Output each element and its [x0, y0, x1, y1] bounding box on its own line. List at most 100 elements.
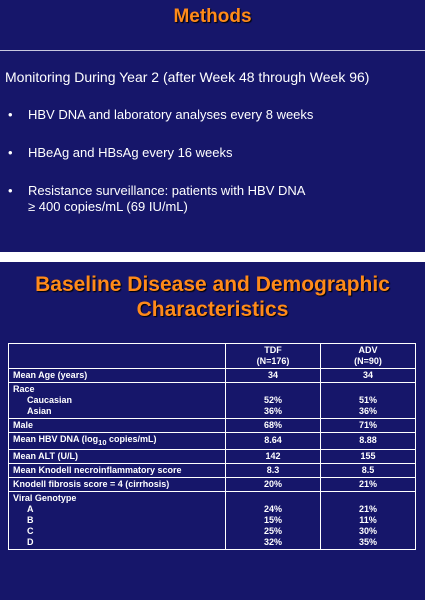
header-line: (N=176) — [256, 356, 290, 366]
label-line: Mean Knodell necroinflammatory score — [13, 464, 182, 475]
row-label: Male — [8, 418, 226, 433]
label-part: copies/mL) — [106, 434, 157, 444]
table-row: Male 68% 71% — [8, 418, 416, 433]
value-cell: 8.88 — [320, 432, 416, 450]
value: 21% — [358, 478, 377, 489]
row-label: Viral Genotype A B C D — [8, 490, 226, 550]
table-row: Mean ALT (U/L) 142 155 — [8, 448, 416, 464]
bullet: Resistance surveillance: patients with H… — [0, 183, 425, 215]
value-cell: 20% — [225, 476, 321, 492]
header-cell: TDF (N=176) — [225, 343, 321, 369]
table-row: Mean Knodell necroinflammatory score 8.3 8… — [8, 462, 416, 478]
title-line: Baseline Disease and Demographic — [35, 273, 390, 296]
label-line: Male — [13, 420, 34, 430]
header-cell: ADV (N=90) — [320, 343, 416, 369]
value: 36% — [263, 406, 282, 416]
label-line: Viral Genotype — [13, 492, 77, 503]
value-cell: 52% 36% — [225, 382, 321, 419]
bullet: HBeAg and HBsAg every 16 weeks — [0, 145, 425, 161]
value: 52% — [263, 395, 282, 405]
header-cell — [8, 343, 226, 369]
label-line: B — [27, 514, 34, 525]
value-cell: 8.64 — [225, 432, 321, 450]
value: 142 — [265, 450, 281, 461]
intro: Monitoring During Year 2 (after Week 48 … — [5, 69, 370, 85]
label-line: Mean HBV DNA (log10 copies/mL) — [13, 434, 221, 448]
value-cell: 71% — [320, 418, 416, 433]
spacer — [230, 384, 316, 395]
spacer — [325, 493, 411, 504]
value-cell: 34 — [320, 368, 416, 383]
value: 8.64 — [264, 435, 282, 446]
header-line: ADV — [358, 345, 378, 355]
value: 24% — [263, 503, 282, 514]
bullet-line: ≥ 400 copies/mL (69 IU/mL) — [28, 199, 188, 214]
value: 71% — [358, 420, 377, 430]
value: 25% — [263, 525, 282, 536]
value: 8.88 — [359, 435, 377, 446]
table-row: Viral Genotype A B C D 24% 15% 25% 32% 21% 11% 30… — [8, 490, 416, 550]
table-row: Knodell fibrosis score = 4 (cirrhosis) 20… — [8, 476, 416, 492]
slide-title: Baseline Disease and Demographic Characte… — [0, 262, 425, 334]
value: 34 — [362, 370, 373, 380]
row-label: Mean Age (years) — [8, 368, 226, 383]
value-cell: 8.5 — [320, 462, 416, 478]
table: TDF (N=176) ADV (N=90) Mean Age (years) 34 34 R… — [8, 343, 416, 550]
label-line: A — [27, 503, 34, 514]
bullet-list: HBV DNA and laboratory analyses every 8 … — [0, 107, 425, 215]
value: 36% — [358, 406, 377, 416]
bullet: HBV DNA and laboratory analyses every 8 … — [0, 107, 425, 123]
methods-slide: Methods Monitoring During Year 2 (after … — [0, 0, 425, 252]
row-label: Mean ALT (U/L) — [8, 448, 226, 464]
spacer — [230, 493, 316, 504]
value-cell: 21% — [320, 476, 416, 492]
baseline-slide: Baseline Disease and Demographic Characte… — [0, 262, 425, 600]
value: 51% — [358, 395, 377, 405]
table-row: Mean Age (years) 34 34 — [8, 368, 416, 383]
label-line: Asian — [27, 406, 52, 416]
bullet-line: HBV DNA and laboratory analyses every 8 … — [28, 107, 314, 122]
label-part: 10 — [98, 437, 107, 447]
label-line: Race — [13, 384, 35, 394]
value: 32% — [263, 536, 282, 547]
value-cell: 24% 15% 25% 32% — [225, 490, 321, 550]
header-line: TDF — [264, 345, 282, 355]
value: 11% — [359, 514, 377, 525]
label-part: Mean HBV DNA (log — [13, 434, 99, 444]
value-cell: 68% — [225, 418, 321, 433]
label-line: Caucasian — [27, 395, 73, 405]
header-line: (N=90) — [354, 356, 382, 366]
row-label: Mean Knodell necroinflammatory score — [8, 462, 226, 478]
row-label: Knodell fibrosis score = 4 (cirrhosis) — [8, 476, 226, 492]
spacer — [325, 384, 411, 395]
label-line: Mean Age (years) — [13, 370, 88, 380]
row-label: Race Caucasian Asian — [8, 382, 226, 419]
slide-title: Methods — [0, 0, 425, 51]
value: 155 — [360, 450, 376, 461]
value-cell: 51% 36% — [320, 382, 416, 419]
table-row: Race Caucasian Asian 52% 36% 51% 36% — [8, 382, 416, 419]
title-line: Characteristics — [136, 298, 289, 321]
value: 30% — [358, 525, 377, 536]
value-cell: 8.3 — [225, 462, 321, 478]
header-row: TDF (N=176) ADV (N=90) — [8, 343, 416, 369]
value: 35% — [358, 536, 377, 547]
value: 8.5 — [361, 464, 375, 475]
value: 8.3 — [266, 464, 280, 475]
bullet-line: Resistance surveillance: patients with H… — [28, 183, 306, 198]
label-line: D — [27, 536, 34, 547]
value: 20% — [263, 478, 282, 489]
label-line: C — [27, 525, 34, 536]
label-line: Knodell fibrosis score = 4 (cirrhosis) — [13, 478, 170, 489]
value-cell: 142 — [225, 448, 321, 464]
label-line: Mean ALT (U/L) — [13, 450, 78, 461]
value: 15% — [263, 514, 282, 525]
value: 21% — [358, 503, 377, 514]
table-row: Mean HBV DNA (log10 copies/mL) 8.64 8.88 — [8, 432, 416, 450]
row-label: Mean HBV DNA (log10 copies/mL) — [8, 432, 226, 450]
value-cell: 21% 11% 30% 35% — [320, 490, 416, 550]
value: 68% — [263, 420, 282, 430]
value-cell: 155 — [320, 448, 416, 464]
value: 34 — [267, 370, 278, 380]
